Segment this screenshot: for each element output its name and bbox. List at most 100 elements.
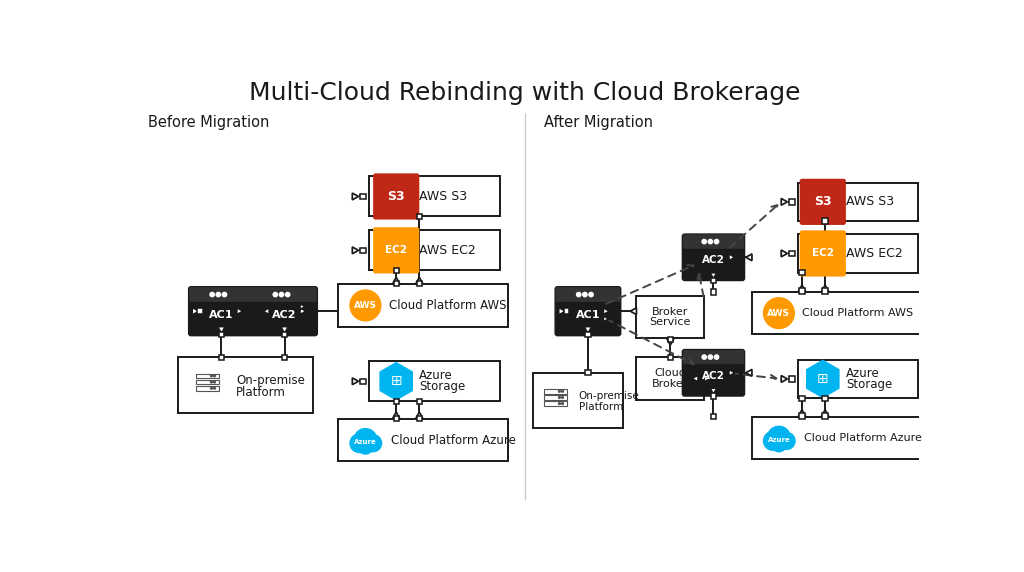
Circle shape	[715, 355, 719, 359]
Text: AC1: AC1	[209, 309, 233, 320]
Bar	[339, 284, 508, 327]
FancyBboxPatch shape	[373, 227, 419, 273]
Polygon shape	[798, 410, 806, 416]
Polygon shape	[352, 378, 358, 384]
FancyBboxPatch shape	[683, 235, 743, 248]
Text: Azure: Azure	[768, 437, 791, 443]
Text: AC2: AC2	[702, 256, 725, 265]
Circle shape	[764, 432, 782, 450]
Text: EC2: EC2	[385, 245, 408, 255]
Circle shape	[709, 355, 713, 359]
Bar	[178, 358, 313, 413]
Polygon shape	[781, 198, 787, 205]
Text: AC1: AC1	[575, 309, 600, 320]
Circle shape	[222, 292, 226, 297]
Text: On-premise: On-premise	[237, 374, 305, 387]
Bar	[800, 288, 805, 294]
FancyBboxPatch shape	[800, 231, 846, 276]
Polygon shape	[745, 370, 752, 376]
Polygon shape	[352, 247, 358, 254]
FancyBboxPatch shape	[683, 350, 743, 364]
Bar	[393, 415, 399, 421]
Circle shape	[211, 387, 212, 389]
Circle shape	[577, 292, 581, 297]
Polygon shape	[263, 308, 269, 315]
Text: Multi-Cloud Rebinding with Cloud Brokerage: Multi-Cloud Rebinding with Cloud Brokera…	[249, 81, 801, 105]
Bar	[752, 416, 920, 459]
Polygon shape	[667, 338, 674, 345]
Text: Cloud Platform AWS: Cloud Platform AWS	[388, 299, 506, 312]
Text: Azure: Azure	[354, 439, 377, 446]
Circle shape	[561, 390, 563, 392]
Bar	[637, 296, 705, 338]
Bar	[800, 395, 805, 401]
Circle shape	[354, 428, 377, 452]
Bar	[339, 419, 508, 462]
Polygon shape	[821, 285, 828, 292]
Text: ⊞: ⊞	[390, 374, 402, 388]
Text: Service: Service	[649, 317, 691, 327]
Circle shape	[211, 381, 212, 383]
Polygon shape	[710, 388, 717, 394]
Bar	[822, 413, 827, 419]
Circle shape	[350, 434, 369, 452]
Text: Cloud Platform Azure: Cloud Platform Azure	[391, 434, 516, 447]
Bar	[711, 393, 716, 399]
Bar	[586, 370, 591, 375]
Polygon shape	[729, 370, 735, 376]
Polygon shape	[281, 327, 289, 333]
Circle shape	[771, 436, 786, 452]
Bar	[417, 399, 422, 404]
Text: AC2: AC2	[702, 371, 725, 381]
Polygon shape	[584, 327, 592, 333]
Circle shape	[214, 381, 215, 383]
Circle shape	[561, 396, 563, 398]
Bar	[586, 332, 591, 337]
Polygon shape	[729, 254, 735, 261]
Circle shape	[589, 292, 593, 297]
Text: Cloud: Cloud	[654, 368, 686, 378]
Bar	[822, 288, 827, 294]
Polygon shape	[237, 308, 243, 315]
Text: Platform: Platform	[579, 402, 623, 412]
Circle shape	[702, 355, 707, 359]
Polygon shape	[705, 375, 711, 382]
Bar	[196, 386, 219, 391]
Polygon shape	[352, 193, 358, 200]
Text: Azure: Azure	[846, 367, 880, 380]
Polygon shape	[416, 412, 423, 419]
Circle shape	[715, 240, 719, 244]
Bar	[752, 292, 920, 334]
Circle shape	[767, 426, 791, 450]
Text: AWS EC2: AWS EC2	[419, 244, 476, 257]
Polygon shape	[745, 254, 752, 261]
Polygon shape	[603, 308, 609, 315]
FancyBboxPatch shape	[252, 287, 317, 336]
Circle shape	[702, 240, 707, 244]
FancyBboxPatch shape	[373, 173, 419, 220]
Bar	[790, 376, 795, 382]
Polygon shape	[416, 277, 423, 284]
Circle shape	[561, 403, 563, 404]
FancyBboxPatch shape	[682, 234, 744, 280]
Bar	[393, 399, 399, 404]
Bar	[370, 362, 500, 402]
Bar	[668, 337, 673, 343]
Circle shape	[273, 292, 278, 297]
Polygon shape	[392, 412, 400, 419]
Bar	[822, 395, 827, 401]
Circle shape	[280, 292, 284, 297]
Bar	[417, 415, 422, 421]
Bar	[798, 360, 918, 398]
Text: S3: S3	[814, 196, 831, 208]
Polygon shape	[380, 362, 413, 400]
Bar	[711, 414, 716, 419]
Polygon shape	[821, 410, 828, 416]
FancyBboxPatch shape	[189, 288, 254, 301]
Circle shape	[558, 403, 560, 404]
Circle shape	[350, 290, 381, 321]
Text: Platform: Platform	[237, 386, 286, 399]
Bar	[711, 277, 716, 283]
Bar	[360, 194, 366, 199]
Bar	[790, 199, 795, 205]
